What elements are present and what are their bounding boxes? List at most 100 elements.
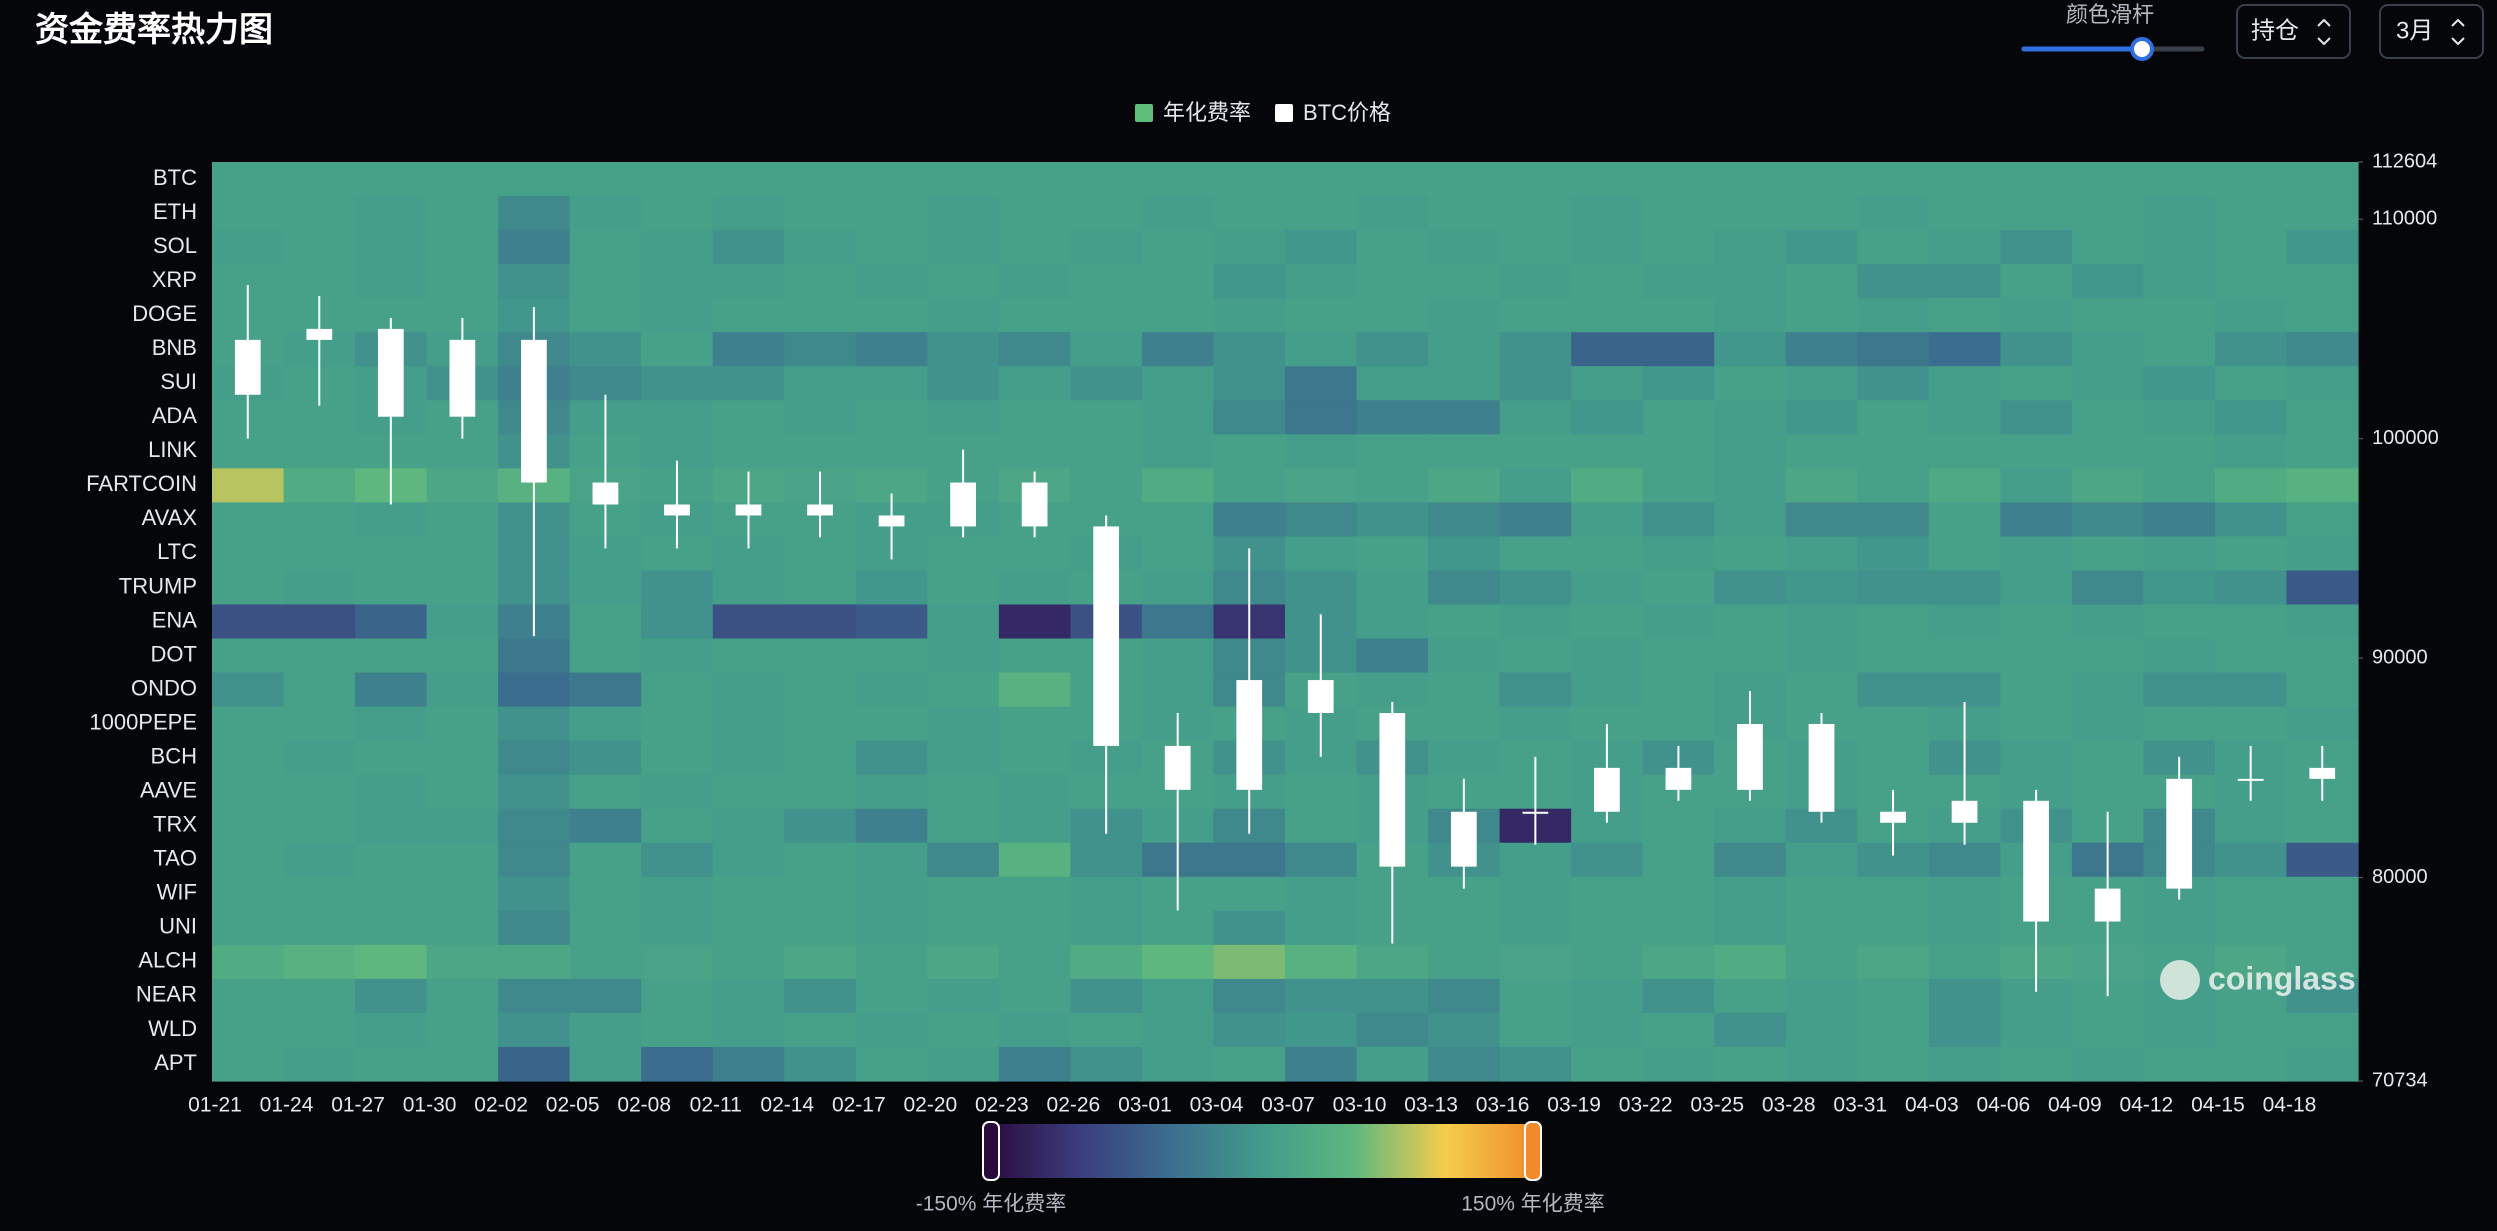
heat-cell <box>1642 706 1715 742</box>
heat-cell <box>1428 944 1501 980</box>
candle-body <box>1808 723 1835 812</box>
heat-cell <box>2214 468 2288 503</box>
y-tick-label: TAO <box>153 846 197 871</box>
heat-cell <box>283 842 356 878</box>
heat-cell <box>355 570 428 606</box>
heat-cell <box>1141 944 1215 980</box>
y-tick-label: DOT <box>151 641 197 666</box>
heat-cell <box>712 196 785 231</box>
heat-cell <box>569 162 642 197</box>
legend-swatch <box>1135 104 1153 122</box>
heat-cell <box>1571 910 1644 946</box>
heat-cell <box>2286 1046 2359 1082</box>
metric-dropdown[interactable] <box>2236 4 2351 59</box>
heat-cell <box>1571 366 1644 401</box>
heat-cell <box>1714 1046 1787 1082</box>
heat-cell <box>1428 638 1501 674</box>
heat-cell <box>1928 230 2001 265</box>
heat-cell <box>784 570 857 606</box>
heat-cell <box>355 944 428 980</box>
heat-cell <box>1785 978 1858 1014</box>
heat-cell <box>1785 638 1858 674</box>
heat-cell <box>1857 502 1930 538</box>
heat-cell <box>2071 1012 2144 1048</box>
candle-body <box>306 328 333 340</box>
heat-cell <box>426 842 499 878</box>
slider-knob[interactable] <box>2130 37 2154 61</box>
heat-cell <box>1070 196 1143 231</box>
heat-cell <box>1857 264 1930 299</box>
heat-cell <box>426 536 499 572</box>
heat-cell <box>212 910 285 946</box>
heat-cell <box>2286 672 2359 708</box>
heat-cell <box>2143 570 2216 606</box>
heat-cell <box>2286 162 2359 197</box>
heat-cell <box>927 162 1000 197</box>
heat-cell <box>2000 706 2073 742</box>
heat-cell <box>712 298 785 333</box>
heat-cell <box>1285 468 1358 503</box>
heat-cell <box>712 638 785 674</box>
heat-cell <box>712 434 785 469</box>
heat-cell <box>283 876 356 912</box>
heat-cell <box>569 774 642 810</box>
heat-cell <box>1213 298 1286 333</box>
heat-cell <box>641 638 714 674</box>
heat-cell <box>784 332 857 367</box>
candle-body <box>1021 482 1048 527</box>
heat-cell <box>1857 910 1930 946</box>
heat-cell <box>1356 468 1429 503</box>
heat-cell <box>1428 400 1501 435</box>
heat-cell <box>1213 230 1286 265</box>
heat-cell <box>1141 1012 1215 1048</box>
heat-cell <box>1428 978 1501 1014</box>
heat-cell <box>1642 400 1715 435</box>
candle-body <box>2094 888 2121 922</box>
visual-map-handle[interactable] <box>1524 1121 1542 1181</box>
heat-cell <box>355 502 428 538</box>
x-tick-label: 02-08 <box>617 1094 671 1117</box>
heat-cell <box>1714 1012 1787 1048</box>
heat-cell <box>855 910 928 946</box>
heat-cell <box>641 706 714 742</box>
heat-cell <box>641 264 714 299</box>
heat-cell <box>212 978 285 1014</box>
heat-cell <box>2000 298 2073 333</box>
heat-cell <box>498 1012 571 1048</box>
heat-cell <box>569 604 642 640</box>
period-dropdown[interactable] <box>2379 4 2484 59</box>
visual-map-handle[interactable] <box>982 1121 1000 1181</box>
heat-cell <box>2143 434 2216 469</box>
heat-cell <box>1141 298 1215 333</box>
heat-cell <box>1141 910 1215 946</box>
y-tick-label: SUI <box>160 369 197 394</box>
heat-cell <box>2000 570 2073 606</box>
heat-cell <box>1428 1012 1501 1048</box>
heat-cell <box>855 298 928 333</box>
heat-cell <box>355 808 428 844</box>
heat-cell <box>998 944 1071 980</box>
heat-cell <box>855 604 928 640</box>
x-tick-label: 02-17 <box>832 1094 886 1117</box>
heat-cell <box>784 876 857 912</box>
heat-cell <box>2143 162 2216 197</box>
heat-cell <box>855 332 928 367</box>
metric-dropdown-text: 持仓 <box>2251 17 2299 44</box>
heat-cell <box>1141 1046 1215 1082</box>
heat-cell <box>1141 978 1215 1014</box>
candle-body <box>234 339 261 395</box>
heat-cell <box>569 638 642 674</box>
heat-cell <box>2214 434 2288 469</box>
heat-cell <box>1857 230 1930 265</box>
heat-cell <box>498 230 571 265</box>
heat-cell <box>784 400 857 435</box>
heat-cell <box>855 638 928 674</box>
x-tick-label: 04-12 <box>2120 1094 2174 1117</box>
heat-cell <box>1141 230 1215 265</box>
heat-cell <box>998 366 1071 401</box>
heat-cell <box>426 978 499 1014</box>
heat-cell <box>2214 264 2288 299</box>
heat-cell <box>927 638 1000 674</box>
heat-cell <box>283 944 356 980</box>
heat-cell <box>1714 570 1787 606</box>
